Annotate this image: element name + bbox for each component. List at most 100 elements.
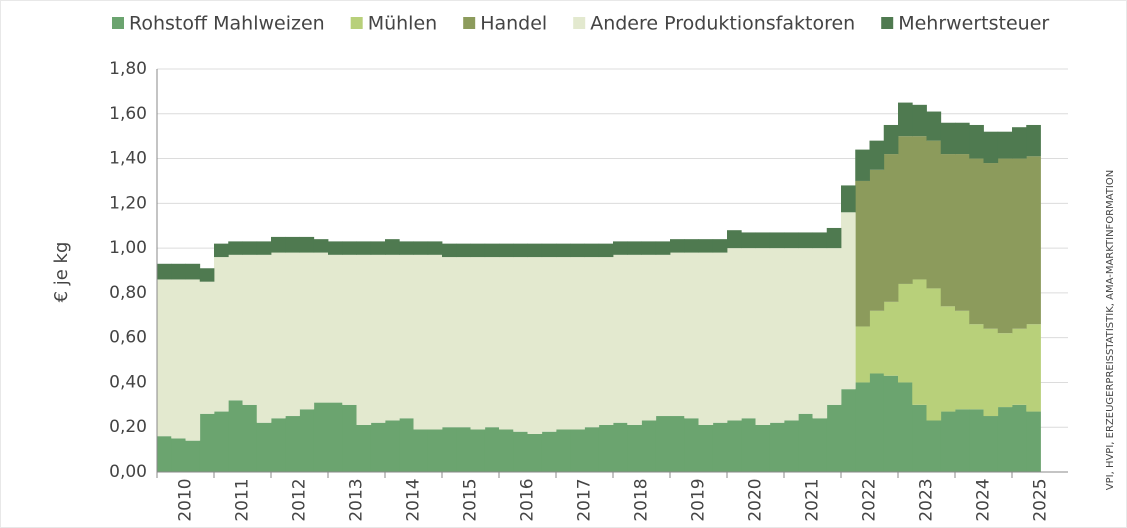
area-segment (256, 241, 272, 255)
area-segment (285, 236, 300, 253)
area-segment (370, 254, 386, 423)
area-segment (955, 310, 970, 410)
area-segment (1026, 156, 1041, 325)
area-segment (641, 241, 657, 255)
area-segment (199, 281, 215, 414)
area-segment (883, 375, 899, 472)
area-segment (556, 257, 571, 430)
area-segment (342, 254, 357, 405)
y-tick-label: 0,80 (109, 283, 147, 303)
area-segment (769, 232, 785, 249)
area-segment (342, 404, 357, 472)
area-segment (370, 422, 386, 472)
area-segment (442, 243, 457, 258)
area-segment (285, 252, 300, 417)
area-segment (328, 254, 343, 403)
y-axis-label: € je kg (51, 242, 72, 303)
area-segment (456, 427, 471, 472)
area-segment (969, 324, 984, 410)
area-segment (940, 154, 956, 307)
area-segment (256, 422, 272, 472)
area-segment (883, 154, 899, 302)
x-tick-label: 2015 (461, 478, 481, 521)
area-segment (556, 429, 571, 472)
area-segment (613, 254, 628, 423)
area-segment (541, 243, 557, 258)
area-segment (527, 433, 543, 472)
area-segment (727, 420, 742, 472)
y-tick-label: 1,20 (109, 193, 147, 213)
x-tick-label: 2022 (860, 478, 880, 521)
area-segment (641, 420, 657, 472)
source: VPI, HVPI, ERZEUGERPREISSTATISTIK, AMA-M… (1105, 170, 1116, 490)
x-tick-label: 2012 (290, 478, 310, 521)
x-tick-label: 2019 (689, 478, 709, 521)
x-tick-label: 2024 (974, 478, 994, 521)
area-segment (342, 241, 357, 255)
x-tick-label: 2023 (917, 478, 937, 521)
area-segment (171, 263, 186, 280)
area-segment (541, 431, 557, 472)
area-segment (812, 232, 828, 249)
y-tick-label: 0,20 (109, 417, 147, 437)
area-segment (1012, 158, 1027, 329)
area-segment (413, 429, 429, 472)
area-segment (883, 301, 899, 376)
area-segment (171, 438, 186, 472)
y-tick-label: 1,40 (109, 149, 147, 169)
area-segment (627, 254, 642, 425)
area-segment (527, 243, 543, 258)
area-segment (584, 257, 600, 428)
x-tick-label: 2025 (1031, 478, 1051, 521)
x-tick-label: 2017 (575, 478, 595, 521)
area-segment (898, 283, 913, 383)
area-segment (157, 436, 172, 472)
area-segment (712, 239, 728, 253)
area-segment (955, 409, 970, 472)
area-segment (997, 158, 1013, 334)
area-segment (655, 254, 671, 417)
area-segment (499, 257, 514, 430)
area-segment (926, 288, 942, 421)
area-segment (698, 239, 714, 253)
area-segment (470, 243, 486, 258)
area-segment (427, 241, 443, 255)
x-tick-label: 2020 (746, 478, 766, 521)
area-segment (356, 241, 372, 255)
area-segment (855, 382, 870, 472)
area-segment (727, 230, 742, 249)
area-segment (983, 131, 999, 164)
area-segment (228, 254, 243, 401)
area-segment (769, 422, 785, 472)
area-segment (741, 232, 756, 249)
area-segment (456, 257, 471, 428)
area-segment (655, 416, 671, 472)
area-segment (940, 306, 956, 412)
area-segment (1026, 411, 1041, 472)
legend-swatch (350, 17, 363, 29)
area-segment (869, 373, 885, 472)
area-segment (983, 163, 999, 329)
y-tick-label: 1,60 (109, 104, 147, 124)
area-segment (898, 382, 913, 472)
area-segment (385, 254, 400, 421)
area-segment (784, 248, 799, 421)
area-segment (798, 232, 813, 249)
area-segment (313, 252, 329, 403)
area-segment (983, 328, 999, 417)
area-segment (356, 424, 372, 472)
area-segment (484, 257, 500, 428)
area-segment (684, 239, 699, 253)
area-segment (670, 239, 685, 253)
area-segment (969, 409, 984, 472)
area-segment (912, 104, 927, 137)
area-segment (784, 232, 799, 249)
area-segment (670, 416, 685, 472)
area-segment (826, 227, 842, 249)
area-segment (684, 418, 699, 472)
area-segment (185, 279, 201, 441)
x-tick-label: 2014 (404, 478, 424, 521)
area-segment (969, 124, 984, 159)
area-segment (328, 241, 343, 255)
area-segment (841, 212, 856, 390)
